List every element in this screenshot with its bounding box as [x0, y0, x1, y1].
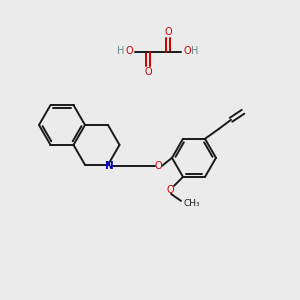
Text: O: O	[144, 67, 152, 77]
Text: O: O	[125, 46, 133, 56]
Text: N: N	[105, 161, 113, 171]
Text: H: H	[191, 46, 199, 56]
Text: O: O	[183, 46, 191, 56]
Text: O: O	[154, 161, 162, 171]
Text: H: H	[117, 46, 125, 56]
Text: O: O	[166, 185, 174, 195]
Text: O: O	[164, 27, 172, 37]
Text: CH₃: CH₃	[184, 200, 201, 208]
